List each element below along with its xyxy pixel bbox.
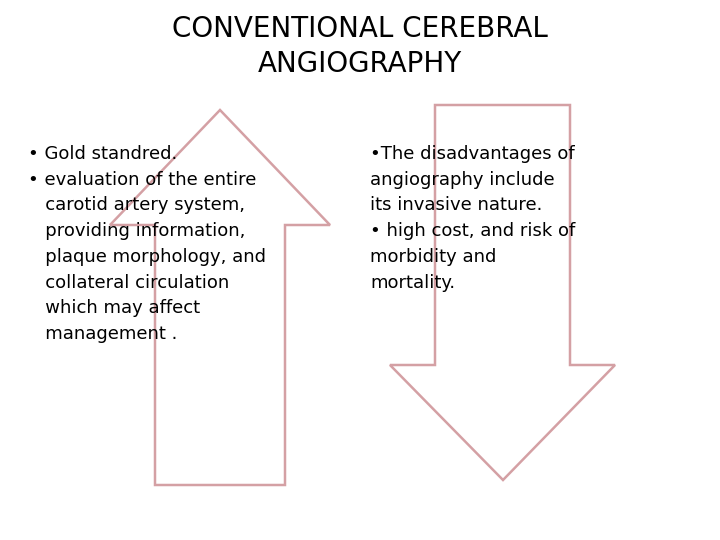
Text: •The disadvantages of
angiography include
its invasive nature.
• high cost, and : •The disadvantages of angiography includ… — [370, 145, 575, 292]
Text: CONVENTIONAL CEREBRAL
ANGIOGRAPHY: CONVENTIONAL CEREBRAL ANGIOGRAPHY — [172, 15, 548, 78]
Text: • Gold standred.
• evaluation of the entire
   carotid artery system,
   providi: • Gold standred. • evaluation of the ent… — [28, 145, 266, 343]
